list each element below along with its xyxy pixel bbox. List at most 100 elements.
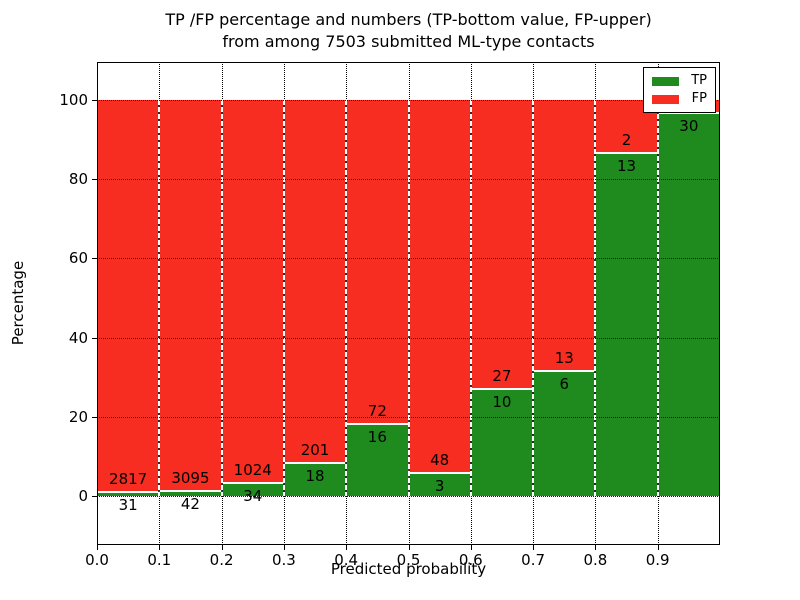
fp-count-label: 13 xyxy=(554,348,574,367)
bar-stack-edge xyxy=(533,369,596,372)
tp-count-label: 42 xyxy=(180,494,200,513)
fp-count-label: 72 xyxy=(367,401,387,420)
x-tick-label: 0.9 xyxy=(645,551,670,569)
legend-entry-tp: TP xyxy=(652,74,707,88)
fp-count-label: 2817 xyxy=(109,469,148,488)
y-tick-mark xyxy=(92,416,97,418)
bar-segment-tp xyxy=(408,472,471,496)
legend-swatch-tp xyxy=(652,76,679,86)
y-tick-label: 40 xyxy=(68,328,88,347)
h-gridline xyxy=(97,416,720,418)
bar-stack-edge xyxy=(283,462,347,465)
y-tick-mark xyxy=(92,100,97,101)
tp-count-label: 30 xyxy=(679,116,699,135)
x-tick-mark xyxy=(346,545,348,550)
fp-count-label: 27 xyxy=(492,366,512,385)
bar-stack-edge xyxy=(221,482,284,485)
x-tick-mark xyxy=(283,545,285,550)
x-tick-label: 0.2 xyxy=(209,551,234,569)
chart-legend: TP FP xyxy=(643,67,716,113)
bar-separator xyxy=(407,100,410,496)
bar-segment-tp xyxy=(595,152,658,496)
y-tick-mark xyxy=(92,495,97,497)
bar-stack-edge xyxy=(97,490,160,493)
bar-segment-fp xyxy=(346,100,409,424)
x-tick-label: 0.6 xyxy=(458,551,483,569)
tp-count-label: 34 xyxy=(243,487,263,506)
tp-count-label: 3 xyxy=(434,476,445,495)
chart-title-line1: TP /FP percentage and numbers (TP-bottom… xyxy=(165,10,652,29)
fp-count-label: 48 xyxy=(430,450,450,469)
tp-count-label: 13 xyxy=(617,156,637,175)
x-tick-mark xyxy=(408,545,410,550)
y-tick-mark xyxy=(92,258,97,260)
h-gridline xyxy=(97,179,720,181)
tp-count-label: 6 xyxy=(559,374,570,393)
bar-segment-tp xyxy=(533,370,596,496)
fp-count-label: 1024 xyxy=(233,461,272,480)
bar-segment-fp xyxy=(283,100,347,464)
x-tick-mark xyxy=(159,545,161,550)
bar-separator xyxy=(594,100,597,496)
fp-count-label: 201 xyxy=(300,441,330,460)
bar-stack-edge xyxy=(346,422,409,425)
x-tick-label: 0.5 xyxy=(396,551,421,569)
y-tick-label: 60 xyxy=(68,249,88,268)
x-tick-label: 0.0 xyxy=(85,551,109,569)
bar-segment-tp xyxy=(97,491,160,496)
fp-count-label: 3095 xyxy=(171,468,210,487)
bar-separator xyxy=(532,100,535,496)
y-tick-label: 20 xyxy=(68,407,88,426)
bar-segment-fp xyxy=(408,100,471,473)
bar-stack-edge xyxy=(408,471,471,474)
bar-segment-fp xyxy=(97,100,160,492)
y-tick-label: 80 xyxy=(68,170,88,189)
bar-segment-fp xyxy=(221,100,284,484)
bar-separator xyxy=(158,100,161,496)
legend-label-tp: TP xyxy=(691,73,707,88)
bar-stack-edge xyxy=(470,387,534,390)
legend-swatch-fp xyxy=(652,94,679,104)
bar-segment-tp xyxy=(346,423,409,496)
x-tick-label: 0.4 xyxy=(334,551,359,569)
h-gridline xyxy=(97,100,720,101)
chart-title-line2: from among 7503 submitted ML-type contac… xyxy=(222,32,595,51)
x-tick-mark xyxy=(470,545,472,550)
x-tick-label: 0.1 xyxy=(147,551,172,569)
h-gridline xyxy=(97,258,720,260)
bar-segment-tp xyxy=(470,388,534,496)
x-tick-label: 0.3 xyxy=(271,551,296,569)
bar-segment-tp xyxy=(657,112,720,496)
h-gridline xyxy=(97,337,720,339)
bar-stack-edge xyxy=(159,489,222,492)
tp-count-label: 18 xyxy=(305,467,325,486)
x-tick-mark xyxy=(97,545,98,550)
legend-label-fp: FP xyxy=(691,91,707,106)
bar-segment-fp xyxy=(159,100,222,491)
fp-count-label: 2 xyxy=(621,130,632,149)
x-tick-mark xyxy=(595,545,597,550)
x-tick-mark xyxy=(221,545,223,550)
y-tick-mark xyxy=(92,179,97,181)
tp-count-label: 16 xyxy=(367,427,387,446)
bar-separator xyxy=(220,100,223,496)
x-axis-label: Predicted probability xyxy=(330,560,487,578)
bar-segment-tp xyxy=(159,490,222,496)
chart-title: TP /FP percentage and numbers (TP-bottom… xyxy=(97,9,720,53)
tp-count-label: 10 xyxy=(492,392,512,411)
bar-segment-tp xyxy=(283,463,347,496)
bar-segment-tp xyxy=(221,483,284,496)
x-tick-label: 0.7 xyxy=(521,551,546,569)
y-tick-label: 100 xyxy=(59,91,88,109)
y-tick-mark xyxy=(92,337,97,339)
bar-separator xyxy=(282,100,285,496)
x-tick-label: 0.8 xyxy=(583,551,608,569)
bar-segment-fp xyxy=(470,100,534,389)
legend-entry-fp: FP xyxy=(652,92,707,106)
bar-stack-edge xyxy=(595,151,658,154)
bar-segment-fp xyxy=(533,100,596,371)
x-tick-mark xyxy=(533,545,535,550)
h-gridline xyxy=(97,495,720,497)
bar-separator xyxy=(345,100,348,496)
